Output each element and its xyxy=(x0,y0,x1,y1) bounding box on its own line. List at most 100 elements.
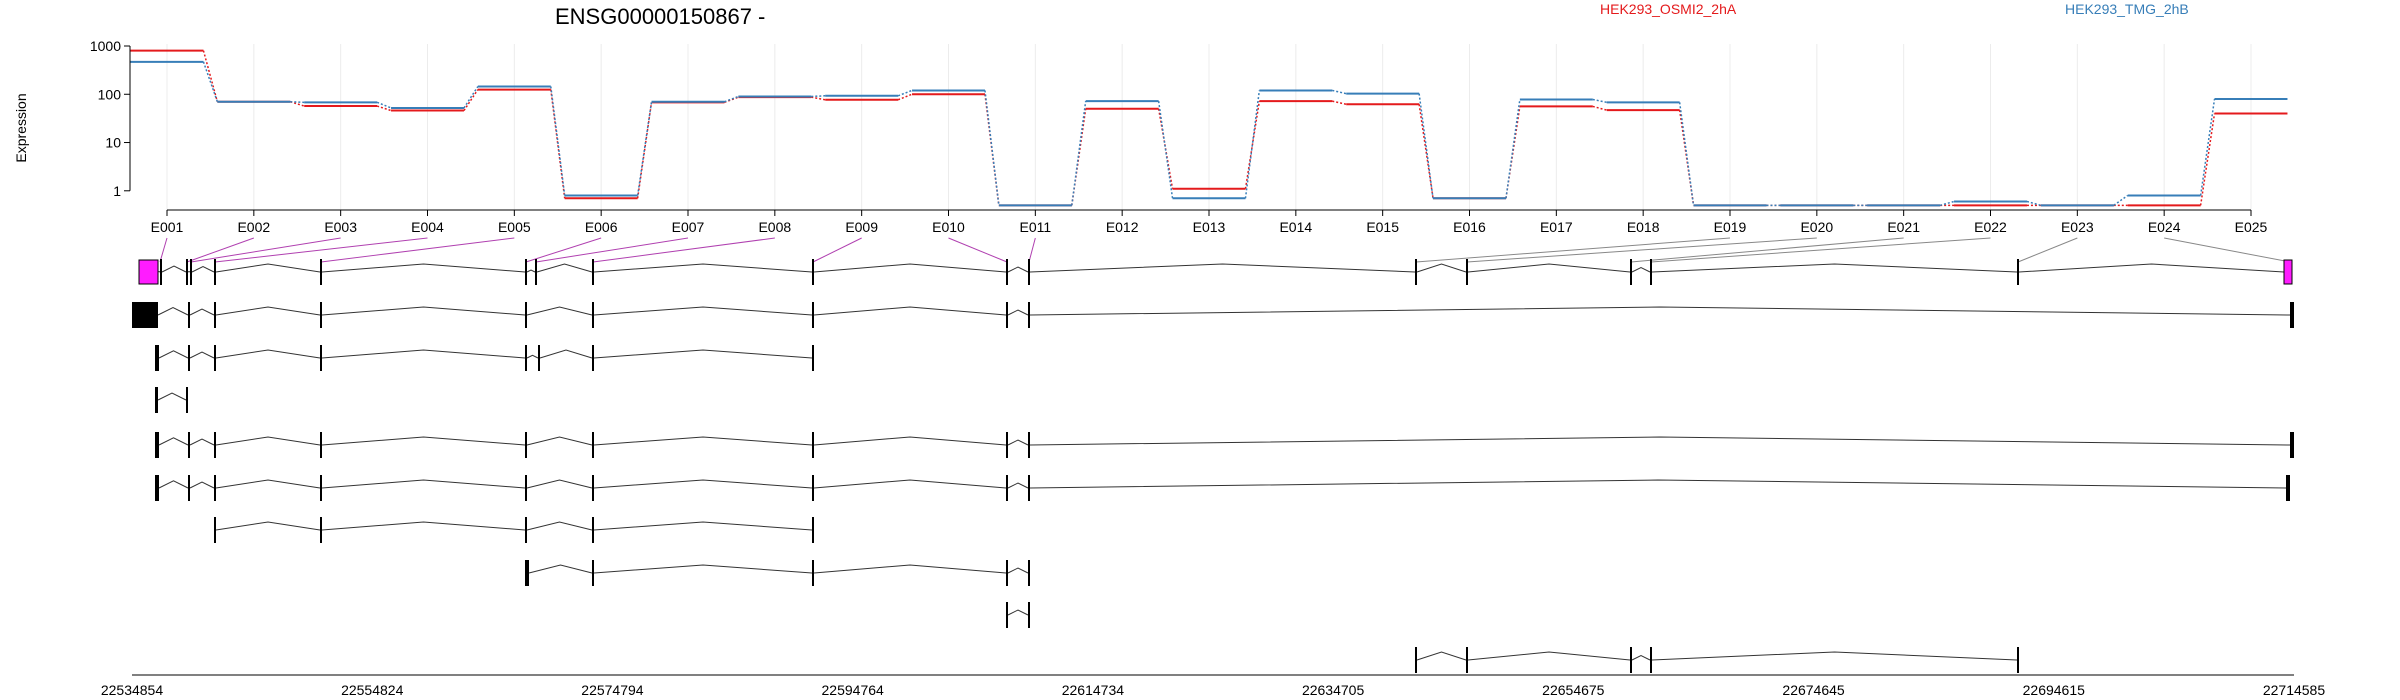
intron-line xyxy=(593,436,813,446)
exon-block xyxy=(1630,259,1632,285)
exon-block xyxy=(525,432,527,458)
intron-line xyxy=(1007,266,1029,273)
exon-block xyxy=(2290,432,2294,458)
chart-title: ENSG00000150867 - xyxy=(555,4,765,29)
exon-block xyxy=(1006,560,1008,586)
x-tick-label-e003: E003 xyxy=(324,219,357,235)
series-lines xyxy=(130,49,2288,207)
y-axis-label: Expression xyxy=(13,93,29,162)
series-connector xyxy=(2199,113,2216,206)
intron-line xyxy=(1029,436,2291,446)
transcript-row xyxy=(138,259,2293,285)
transcript-row xyxy=(1006,602,1030,628)
exon-block xyxy=(1028,302,1030,328)
intron-line xyxy=(321,306,526,316)
exon-block xyxy=(592,432,594,458)
transcript-row xyxy=(155,475,2290,501)
exon-block xyxy=(2290,302,2294,328)
transcript-row xyxy=(155,432,2294,458)
intron-line xyxy=(157,392,187,401)
exon-connector xyxy=(1630,237,1904,263)
intron-line xyxy=(593,349,813,359)
exon-connector xyxy=(190,237,341,263)
x-tick-label-e022: E022 xyxy=(1974,219,2007,235)
series-connector xyxy=(1592,98,1607,104)
exon-block xyxy=(186,259,188,285)
exon-block xyxy=(1028,259,1030,285)
intron-line xyxy=(526,269,536,273)
exon-block xyxy=(188,475,190,501)
transcript-row xyxy=(525,560,1030,586)
exon-block xyxy=(1650,259,1652,285)
intron-line xyxy=(593,479,813,489)
series-connector xyxy=(811,95,826,98)
x-tick-label-e005: E005 xyxy=(498,219,531,235)
intron-line xyxy=(1007,482,1029,489)
exon-block xyxy=(525,259,527,285)
series-connector xyxy=(2199,98,2216,196)
series-connector xyxy=(1505,99,1521,199)
intron-line xyxy=(215,263,321,273)
intron-line xyxy=(1029,263,1416,273)
x-tick-label-e018: E018 xyxy=(1627,219,1660,235)
exon-block xyxy=(812,432,814,458)
exon-block xyxy=(592,560,594,586)
series-connector xyxy=(1592,105,1607,111)
intron-line xyxy=(215,306,321,316)
exon-block xyxy=(190,259,192,285)
exon-block xyxy=(138,259,159,285)
exon-block xyxy=(320,517,322,543)
series-connector xyxy=(984,90,1000,206)
x-tick-label-e021: E021 xyxy=(1887,219,1920,235)
exon-connector xyxy=(214,237,428,263)
intron-line xyxy=(813,564,1007,574)
intron-line xyxy=(191,265,215,273)
intron-line xyxy=(1651,651,2018,661)
intron-line xyxy=(189,351,215,359)
series-connector xyxy=(1071,101,1087,206)
x-tick-label-e016: E016 xyxy=(1453,219,1486,235)
intron-line xyxy=(526,436,593,446)
coord-tick-label: 22614734 xyxy=(1062,682,1125,698)
intron-line xyxy=(1416,651,1467,661)
series-connector xyxy=(1678,102,1695,206)
exon-block xyxy=(1028,432,1030,458)
y-tick-label: 10 xyxy=(105,135,121,151)
x-tick-label-e013: E013 xyxy=(1193,219,1226,235)
intron-line xyxy=(215,521,321,531)
intron-line xyxy=(1007,309,1029,316)
exon-block xyxy=(188,432,190,458)
intron-line xyxy=(321,436,526,446)
series-connector xyxy=(463,89,479,111)
intron-line xyxy=(813,306,1007,316)
intron-line xyxy=(189,438,215,446)
exon-block xyxy=(812,475,814,501)
intron-line xyxy=(321,263,526,273)
exon-block xyxy=(320,259,322,285)
exon-block xyxy=(1006,259,1008,285)
coord-tick-label: 22594764 xyxy=(822,682,885,698)
x-tick-label-e002: E002 xyxy=(237,219,270,235)
x-tick-label-e025: E025 xyxy=(2235,219,2268,235)
intron-line xyxy=(189,481,215,489)
intron-line xyxy=(1631,266,1651,273)
exon-block xyxy=(1650,647,1652,673)
exon-block xyxy=(525,345,527,371)
intron-line xyxy=(539,349,593,359)
intron-line xyxy=(1467,651,1631,661)
x-tick-label-e010: E010 xyxy=(932,219,965,235)
exon-block xyxy=(2283,259,2293,285)
exon-block xyxy=(214,475,216,501)
series-connector xyxy=(724,95,739,103)
x-tick-label-e006: E006 xyxy=(585,219,618,235)
exon-block xyxy=(812,259,814,285)
coord-tick-label: 22534854 xyxy=(101,682,164,698)
coord-tick-label: 22714585 xyxy=(2263,682,2326,698)
exon-block xyxy=(592,475,594,501)
series-connector xyxy=(202,61,219,102)
x-tick-label-e007: E007 xyxy=(672,219,705,235)
exon-block xyxy=(535,259,537,285)
exon-block xyxy=(1006,475,1008,501)
exon-block xyxy=(812,517,814,543)
series-connector xyxy=(463,86,479,109)
